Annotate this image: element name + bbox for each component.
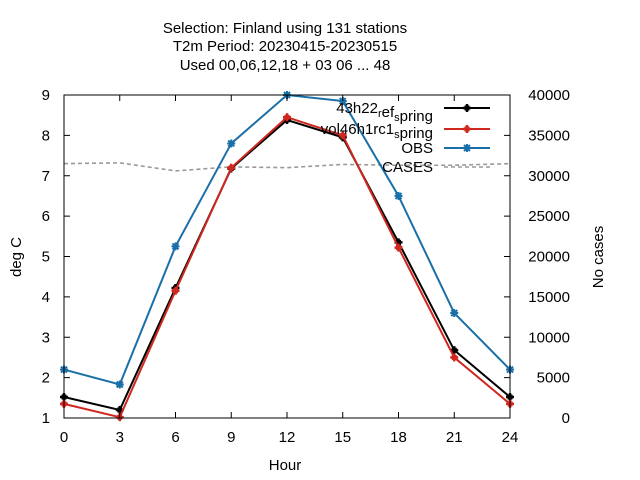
legend-label-part: 43h22 (336, 100, 378, 117)
y-tick-label: 8 (42, 127, 50, 144)
title-line-3: Used 00,06,12,18 + 03 06 ... 48 (180, 57, 391, 74)
series-line (63, 116, 511, 419)
series-2 (60, 91, 514, 389)
legend-entry: OBS (401, 140, 490, 157)
data-point (283, 113, 291, 122)
series-3 (63, 162, 511, 172)
y-tick-label: 3 (42, 329, 50, 346)
y2-tick-label: 0 (562, 410, 570, 427)
legend-entry: CASES (382, 159, 490, 176)
title-line-2: T2m Period: 20230415-20230515 (173, 38, 397, 55)
series-line (63, 118, 511, 412)
y2-axis-label: No cases (590, 226, 607, 289)
x-tick-label: 0 (60, 429, 68, 446)
series-1 (60, 113, 514, 422)
data-point (394, 191, 403, 200)
series-line (63, 93, 511, 386)
y2-tick-label: 10000 (528, 329, 570, 346)
y2-tick-label: 30000 (528, 168, 570, 185)
legend-label-part: OBS (401, 140, 433, 157)
axes-layer: 0 3 6 9 12 15 18 21 2412345678905000100001500020… (42, 87, 570, 446)
x-tick-label: 9 (227, 429, 235, 446)
x-tick-label: 3 (116, 429, 124, 446)
y2-tick-label: 15000 (528, 289, 570, 306)
y-tick-label: 5 (42, 249, 50, 266)
x-tick-label: 12 (279, 429, 296, 446)
legend-entry: 43h22refspring (336, 100, 490, 125)
series-layer (60, 91, 514, 422)
legend-label-part: ef (382, 104, 395, 121)
data-point (338, 131, 347, 140)
data-point (338, 97, 347, 106)
data-point (171, 242, 180, 251)
legend-marker (463, 125, 471, 133)
legend-label: CASES (382, 159, 433, 176)
y-tick-label: 9 (42, 87, 50, 104)
y2-tick-label: 40000 (528, 87, 570, 104)
data-point (171, 286, 180, 295)
legend-label-part: s (394, 129, 400, 141)
legend-label: 43h22refspring (336, 100, 433, 125)
y-tick-label: 7 (42, 168, 50, 185)
data-point (450, 353, 459, 362)
x-tick-label: 21 (446, 429, 463, 446)
data-point (227, 163, 236, 172)
legend-label-part: pring (400, 125, 433, 142)
x-tick-label: 15 (334, 429, 351, 446)
legend-label-part: pring (400, 108, 433, 125)
legend-label-part: r (378, 108, 382, 120)
legend-label: OBS (401, 140, 433, 157)
x-tick-label: 24 (502, 429, 519, 446)
y2-tick-label: 25000 (528, 208, 570, 225)
series-line (63, 162, 511, 172)
y-tick-label: 6 (42, 208, 50, 225)
data-point (394, 243, 403, 252)
y-tick-label: 1 (42, 410, 50, 427)
series-0 (60, 116, 514, 414)
legend-label-part: CASES (382, 159, 433, 176)
data-point (450, 309, 459, 318)
title-line-1: Selection: Finland using 131 stations (163, 20, 407, 37)
y-axis-label: deg C (8, 237, 25, 277)
legend-label-part: vol46h1rc1 (321, 121, 394, 138)
y2-tick-label: 20000 (528, 249, 570, 266)
y-tick-label: 4 (42, 289, 50, 306)
data-point (115, 380, 124, 389)
plot-frame (63, 94, 511, 419)
y-tick-label: 2 (42, 370, 50, 387)
x-tick-label: 18 (390, 429, 407, 446)
chart-title: Selection: Finland using 131 stations T2… (163, 20, 407, 74)
x-tick-label: 6 (171, 429, 179, 446)
legend-marker (463, 104, 471, 112)
data-point (227, 139, 236, 148)
y2-tick-label: 35000 (528, 127, 570, 144)
x-axis-label: Hour (269, 457, 302, 474)
y2-tick-label: 5000 (537, 370, 570, 387)
legend-marker (463, 144, 471, 152)
legend-label: vol46h1rc1spring (321, 121, 433, 142)
legend-label-part: s (394, 112, 400, 124)
legend-entry: vol46h1rc1spring (321, 121, 490, 142)
